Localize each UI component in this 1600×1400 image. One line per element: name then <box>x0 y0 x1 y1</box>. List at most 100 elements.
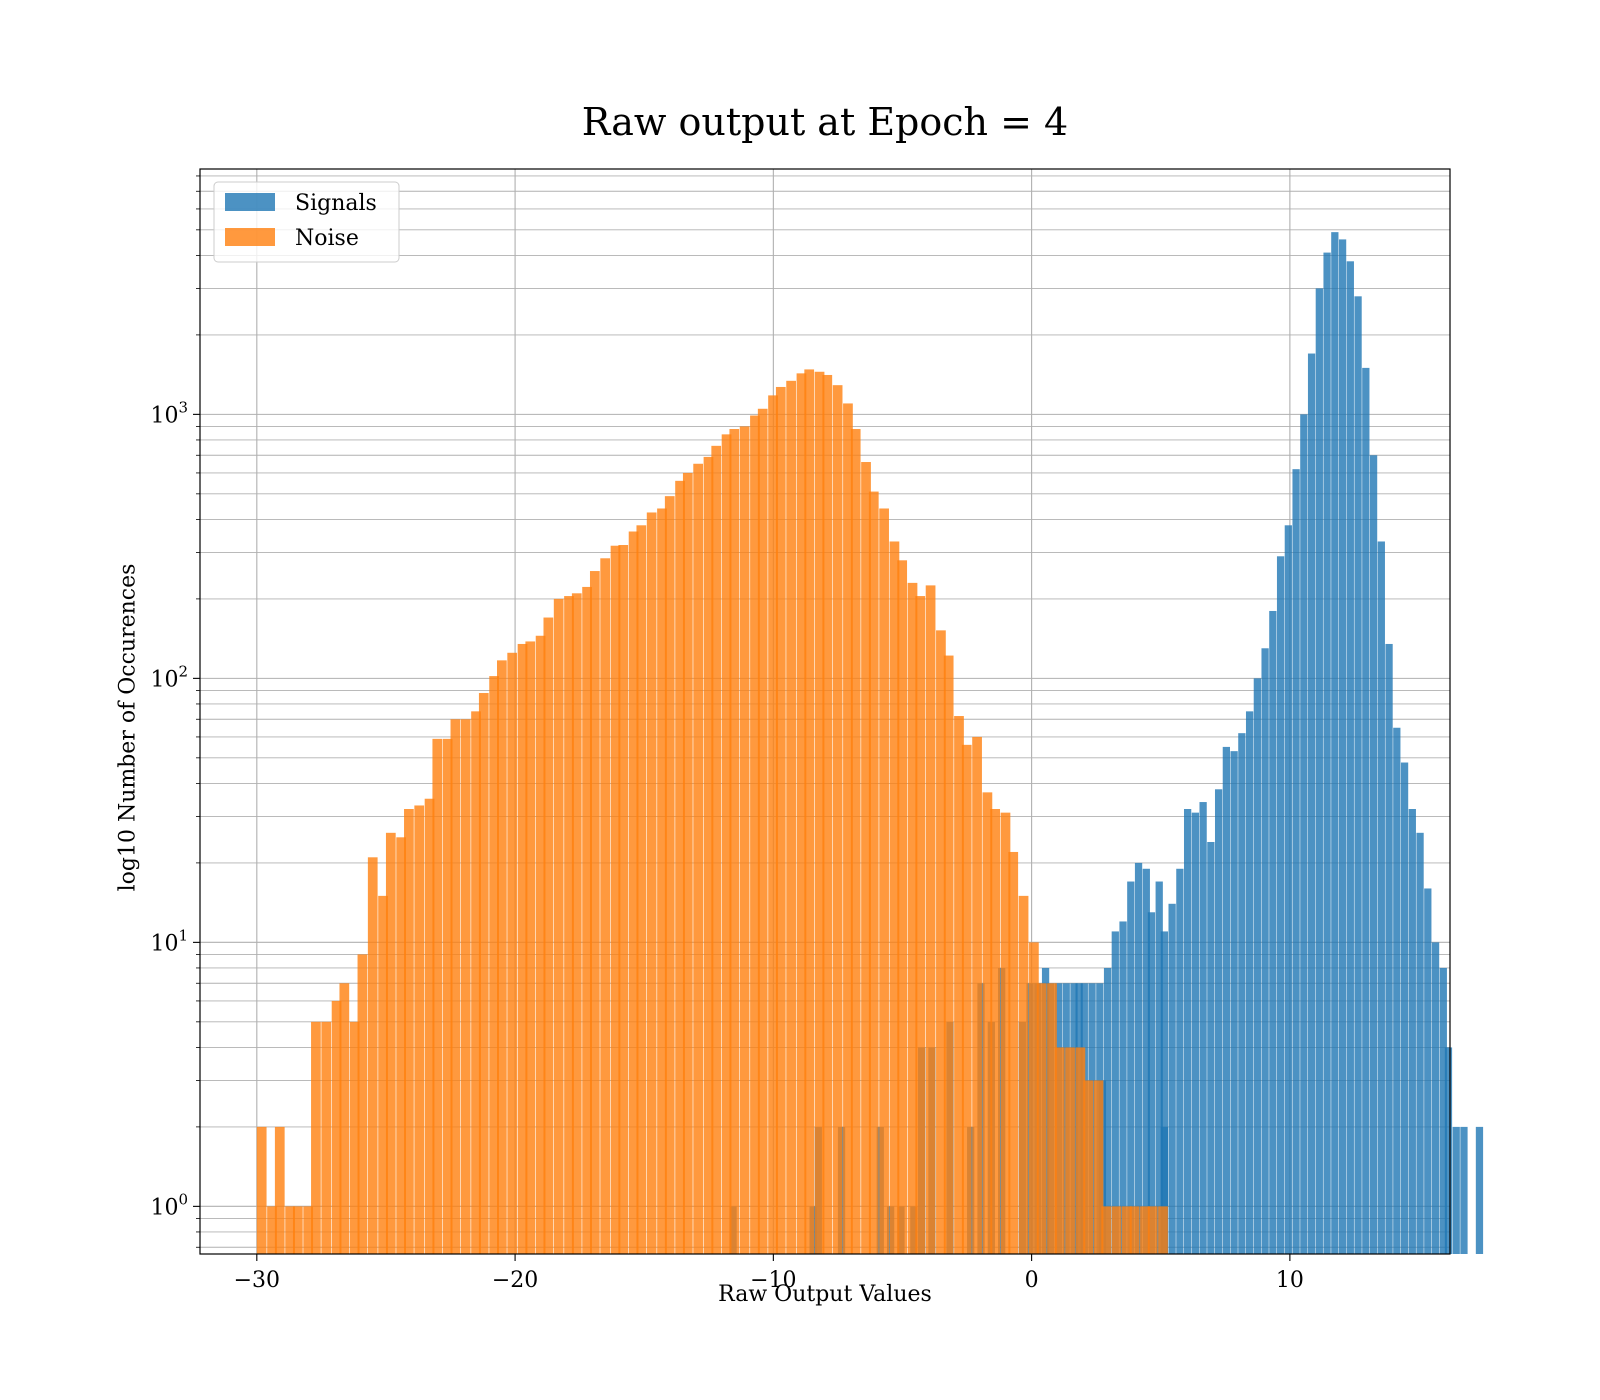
bar-signals <box>1168 903 1176 1254</box>
bar-noise <box>1111 1206 1122 1254</box>
bar-noise <box>943 655 954 1254</box>
bar-signals <box>1119 921 1127 1254</box>
bar-noise <box>879 508 889 1254</box>
y-tick-label: 101 <box>150 926 188 956</box>
x-axis-label: Raw Output Values <box>718 1282 932 1307</box>
bar-noise <box>1054 1047 1065 1254</box>
bar-noise <box>331 1000 342 1254</box>
bar-noise <box>1036 983 1047 1254</box>
bar-noise <box>739 426 750 1254</box>
bar-signals <box>1230 751 1238 1254</box>
bar-signals <box>1331 232 1339 1254</box>
bar-noise <box>843 403 853 1254</box>
bar-noise <box>664 496 675 1254</box>
bar-signals <box>1424 888 1432 1254</box>
bar-noise <box>1122 1206 1132 1254</box>
bar-noise <box>822 374 833 1255</box>
bar-signals <box>1354 296 1362 1254</box>
bar-noise <box>907 582 918 1254</box>
bar-noise <box>571 593 582 1254</box>
bar-signals <box>1111 931 1119 1254</box>
bar-noise <box>850 429 861 1254</box>
bar-noise <box>292 1206 303 1254</box>
bar-noise <box>274 1126 285 1254</box>
bar-noise <box>442 738 453 1254</box>
bar-signals <box>1385 643 1393 1254</box>
bars-layer <box>256 232 1484 1255</box>
bar-signals <box>1431 942 1440 1254</box>
plot-frame <box>199 168 1451 1255</box>
bar-signals <box>1284 525 1292 1254</box>
bar-noise <box>972 736 982 1254</box>
bar-signals <box>1127 881 1135 1254</box>
bar-noise <box>1018 895 1029 1254</box>
y-tick-label: 102 <box>150 662 188 692</box>
bar-noise <box>497 660 507 1254</box>
bar-signals <box>1103 967 1112 1254</box>
bar-signals <box>1176 868 1184 1254</box>
bar-signals <box>1393 727 1401 1254</box>
bar-signals <box>1214 789 1223 1254</box>
bar-noise <box>675 480 685 1255</box>
legend-label-signals: Signals <box>295 191 377 216</box>
bar-signals <box>1323 252 1331 1255</box>
bar-signals <box>1160 931 1169 1254</box>
y-tick-label: 100 <box>150 1190 188 1220</box>
bar-signals <box>1369 455 1378 1254</box>
bar-signals <box>1245 711 1254 1254</box>
bar-noise <box>889 541 900 1254</box>
bar-noise <box>936 630 946 1254</box>
bar-noise <box>404 809 414 1254</box>
bar-noise <box>378 895 388 1254</box>
bar-signals <box>1444 1047 1453 1254</box>
bar-signals <box>1222 746 1230 1254</box>
bar-signals <box>1408 809 1416 1254</box>
bar-noise <box>357 954 368 1254</box>
bar-noise <box>786 380 796 1254</box>
bar-noise <box>868 491 879 1254</box>
bar-noise <box>1000 812 1011 1254</box>
bar-signals <box>1460 1126 1468 1254</box>
bar-signals <box>1191 812 1200 1254</box>
bar-noise <box>471 711 481 1254</box>
bar-noise <box>267 1206 277 1254</box>
bar-noise <box>646 512 657 1254</box>
bar-noise <box>925 585 936 1254</box>
x-tick-label: −10 <box>750 1268 796 1293</box>
bar-noise <box>693 463 704 1254</box>
bar-noise <box>682 472 693 1254</box>
bar-noise <box>311 1021 321 1254</box>
bar-noise <box>729 429 740 1254</box>
bar-signals <box>1338 239 1347 1254</box>
bar-noise <box>628 531 639 1254</box>
bar-noise <box>367 857 378 1254</box>
bar-signals <box>1452 1126 1460 1254</box>
bar-noise <box>349 1021 360 1254</box>
bar-signals <box>1300 414 1308 1254</box>
bar-noise <box>610 545 621 1254</box>
bar-signals <box>1199 802 1207 1254</box>
legend: Signals Noise <box>213 181 400 263</box>
x-tick-label: 10 <box>1276 1268 1304 1293</box>
bar-noise <box>768 395 778 1254</box>
bar-noise <box>414 805 425 1254</box>
bar-signals <box>1292 469 1300 1254</box>
bar-signals <box>1377 541 1385 1254</box>
bar-noise <box>982 792 993 1254</box>
bar-noise <box>396 837 407 1254</box>
bar-noise <box>303 1206 314 1254</box>
bar-noise <box>1147 1206 1158 1254</box>
bar-noise <box>954 716 964 1254</box>
legend-label-noise: Noise <box>295 226 359 251</box>
bar-noise <box>478 693 489 1254</box>
bar-noise <box>796 373 807 1254</box>
bar-noise <box>897 560 908 1254</box>
bar-noise <box>1083 1080 1093 1254</box>
bar-noise <box>636 525 647 1254</box>
bar-noise <box>339 983 350 1254</box>
bar-noise <box>1101 1206 1112 1254</box>
bar-noise <box>525 641 536 1254</box>
bar-noise <box>657 508 667 1254</box>
bar-noise <box>1129 1206 1140 1254</box>
